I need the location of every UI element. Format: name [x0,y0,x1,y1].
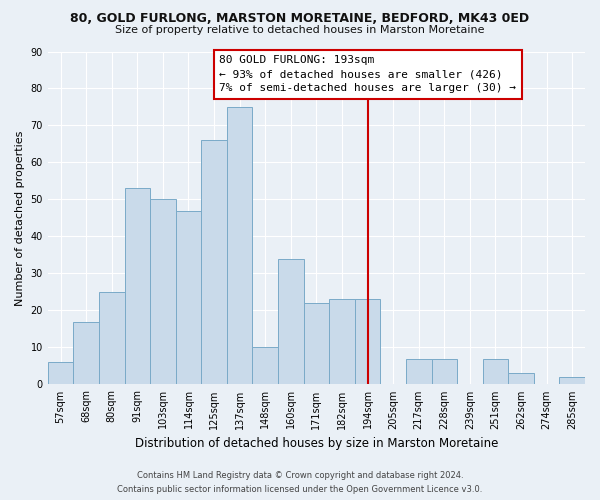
Bar [559,377,585,384]
Bar [278,258,304,384]
Bar [99,292,125,384]
Y-axis label: Number of detached properties: Number of detached properties [15,130,25,306]
Bar [48,362,73,384]
Bar [176,210,201,384]
Bar [508,374,534,384]
Text: 80, GOLD FURLONG, MARSTON MORETAINE, BEDFORD, MK43 0ED: 80, GOLD FURLONG, MARSTON MORETAINE, BED… [70,12,530,26]
Text: Contains HM Land Registry data © Crown copyright and database right 2024.
Contai: Contains HM Land Registry data © Crown c… [118,472,482,494]
Bar [482,358,508,384]
Text: 80 GOLD FURLONG: 193sqm
← 93% of detached houses are smaller (426)
7% of semi-de: 80 GOLD FURLONG: 193sqm ← 93% of detache… [219,55,516,93]
Bar [73,322,99,384]
X-axis label: Distribution of detached houses by size in Marston Moretaine: Distribution of detached houses by size … [135,437,498,450]
Bar [201,140,227,384]
Bar [329,300,355,384]
Bar [355,300,380,384]
Text: Size of property relative to detached houses in Marston Moretaine: Size of property relative to detached ho… [115,25,485,35]
Bar [431,358,457,384]
Bar [406,358,431,384]
Bar [304,303,329,384]
Bar [227,107,253,384]
Bar [150,200,176,384]
Bar [125,188,150,384]
Bar [253,348,278,385]
